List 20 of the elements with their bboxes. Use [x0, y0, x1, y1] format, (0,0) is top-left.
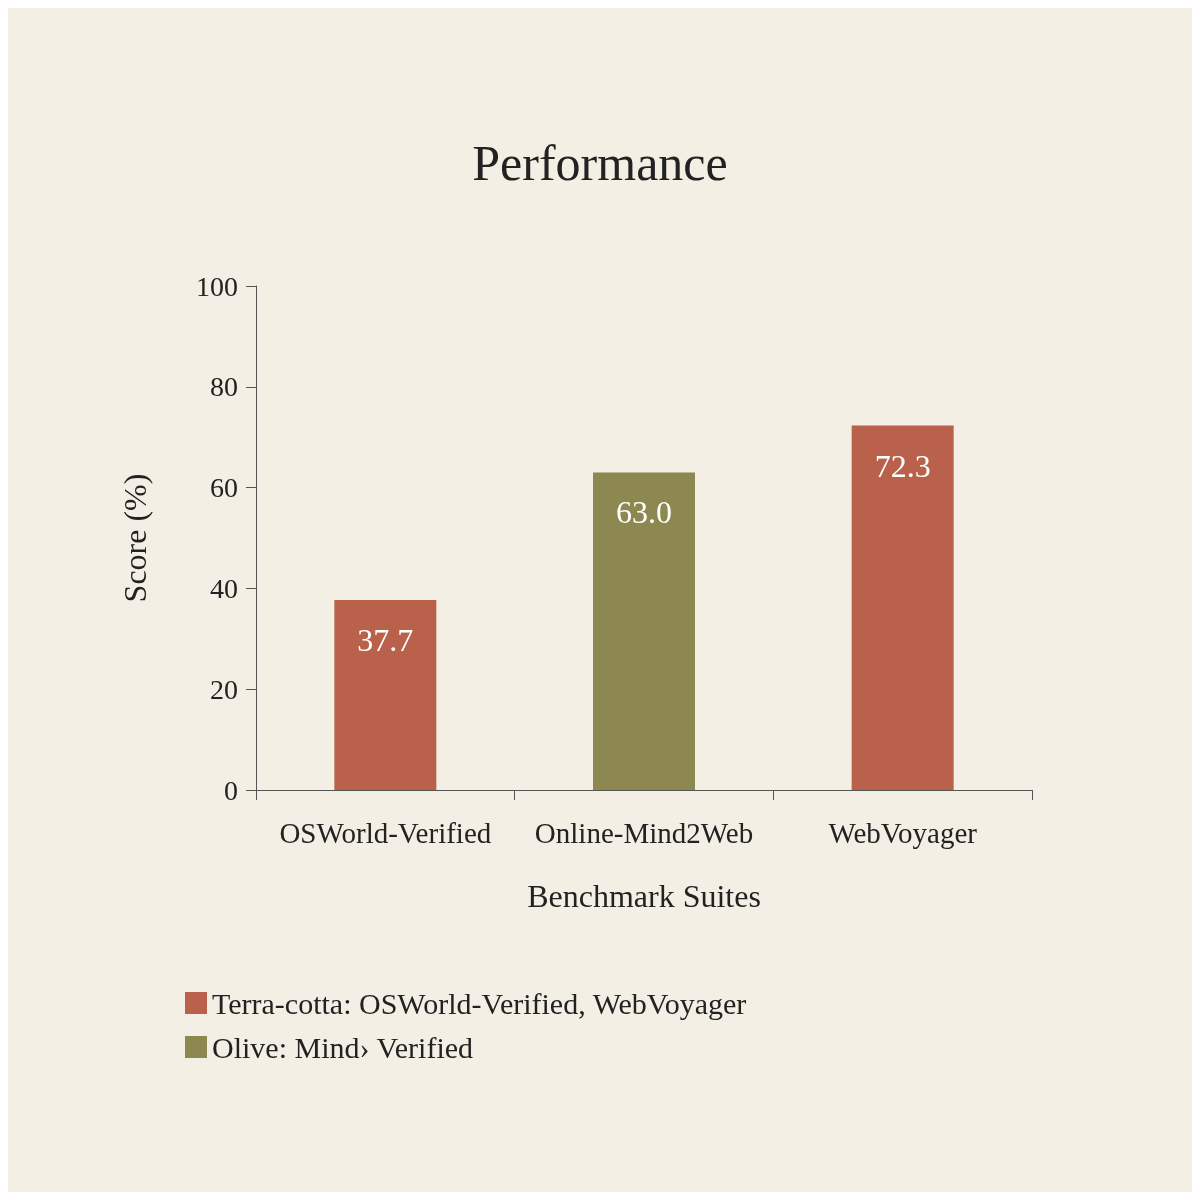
y-tick-label: 80 — [210, 371, 238, 403]
y-axis-title: Score (%) — [117, 473, 153, 603]
y-tick-label: 40 — [210, 572, 238, 604]
y-tick-label: 60 — [210, 472, 238, 504]
y-tick-label: 100 — [196, 270, 238, 302]
chart-title: Performance — [472, 135, 728, 191]
bar — [334, 599, 437, 790]
x-tick-label: WebVoyager — [828, 816, 978, 849]
data-label: 63.0 — [616, 494, 672, 531]
legend-label: Terra-cotta: OSWorld-Verified, WebVoyager — [212, 986, 747, 1020]
bar — [593, 472, 695, 790]
legend-label: Olive: Mind› Verified — [212, 1030, 474, 1064]
y-tick-label: 20 — [210, 673, 238, 705]
x-tick-label: Online-Mind2Web — [534, 816, 754, 849]
x-tick-label: OSWorld-Verified — [279, 816, 492, 849]
data-label: 37.7 — [357, 621, 414, 658]
x-axis-title: Benchmark Suites — [527, 878, 761, 914]
data-label: 72.3 — [874, 447, 931, 484]
y-tick-label: 0 — [224, 774, 238, 806]
bar — [851, 425, 954, 790]
